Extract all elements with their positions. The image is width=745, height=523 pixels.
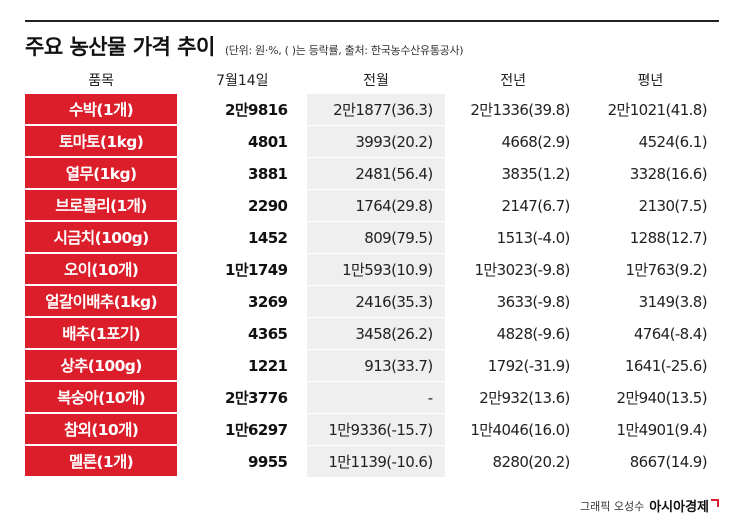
cell-prev-year: 1만3023(-9.8) <box>444 254 582 286</box>
table-row: 멜론(1개) 9955 1만1139(-10.6) 8280(20.2) 8667(14… <box>25 446 719 478</box>
cell-prev-year: 2만932(13.6) <box>444 382 582 414</box>
table-row: 참외(10개) 1만6297 1만9336(-15.7) 1만4046(16.0) 1만… <box>25 414 719 446</box>
cell-prev-month: 3993(20.2) <box>307 126 445 158</box>
credit: 그래픽 오성수 아시아경제 <box>580 496 719 515</box>
cell-item: 브로콜리(1개) <box>25 190 178 222</box>
cell-normal-year: 2만1021(41.8) <box>581 94 719 126</box>
header: 주요 농산물 가격 추이 (단위: 원·%, ( )는 등락률, 출처: 한국농… <box>25 31 464 61</box>
cell-item: 상추(100g) <box>25 350 178 382</box>
price-table: 품목 7월14일 전월 전년 평년 수박(1개) 2만9816 2만1877(36.… <box>25 66 719 478</box>
cell-item: 배추(1포기) <box>25 318 178 350</box>
cell-prev-month: - <box>307 382 445 414</box>
cell-current: 3881 <box>177 158 308 190</box>
cell-current: 4365 <box>177 318 308 350</box>
cell-prev-year: 1만4046(16.0) <box>444 414 582 446</box>
cell-item: 열무(1kg) <box>25 158 178 190</box>
cell-prev-year: 4828(-9.6) <box>444 318 582 350</box>
cell-prev-year: 2만1336(39.8) <box>444 94 582 126</box>
cell-prev-month: 2416(35.3) <box>307 286 445 318</box>
table-row: 열무(1kg) 3881 2481(56.4) 3835(1.2) 3328(16.6) <box>25 158 719 190</box>
page-subtitle: (단위: 원·%, ( )는 등락률, 출처: 한국농수산유통공사) <box>224 44 464 57</box>
cell-prev-month: 913(33.7) <box>307 350 445 382</box>
cell-normal-year: 8667(14.9) <box>581 446 719 478</box>
cell-normal-year: 3328(16.6) <box>581 158 719 190</box>
cell-normal-year: 4764(-8.4) <box>581 318 719 350</box>
table-body: 수박(1개) 2만9816 2만1877(36.3) 2만1336(39.8) 2만10… <box>25 94 719 478</box>
cell-item: 수박(1개) <box>25 94 178 126</box>
cell-current: 9955 <box>177 446 308 478</box>
cell-item: 복숭아(10개) <box>25 382 178 414</box>
cell-prev-year: 1513(-4.0) <box>444 222 582 254</box>
cell-prev-month: 3458(26.2) <box>307 318 445 350</box>
credit-text: 그래픽 오성수 <box>579 499 645 513</box>
cell-current: 3269 <box>177 286 308 318</box>
cell-prev-year: 3835(1.2) <box>444 158 582 190</box>
table-row: 상추(100g) 1221 913(33.7) 1792(-31.9) 1641(-25… <box>25 350 719 382</box>
cell-prev-year: 4668(2.9) <box>444 126 582 158</box>
cell-current: 1만1749 <box>177 254 308 286</box>
cell-prev-month: 1만9336(-15.7) <box>307 414 445 446</box>
table-row: 브로콜리(1개) 2290 1764(29.8) 2147(6.7) 2130(7.5) <box>25 190 719 222</box>
table-row: 수박(1개) 2만9816 2만1877(36.3) 2만1336(39.8) 2만10… <box>25 94 719 126</box>
cell-prev-month: 1만593(10.9) <box>307 254 445 286</box>
column-header-prev-year: 전년 <box>500 73 527 89</box>
cell-current: 2만3776 <box>177 382 308 414</box>
cell-normal-year: 2만940(13.5) <box>581 382 719 414</box>
cell-item: 시금치(100g) <box>25 222 178 254</box>
cell-prev-year: 8280(20.2) <box>444 446 582 478</box>
cell-current: 1221 <box>177 350 308 382</box>
column-header-item: 품목 <box>88 73 114 89</box>
cell-item: 참외(10개) <box>25 414 178 446</box>
table-header: 품목 7월14일 전월 전년 평년 <box>25 66 719 94</box>
cell-prev-month: 1764(29.8) <box>307 190 445 222</box>
column-header-prev-month: 전월 <box>363 73 389 89</box>
table-row: 토마토(1kg) 4801 3993(20.2) 4668(2.9) 4524(6.1) <box>25 126 719 158</box>
cell-prev-month: 2481(56.4) <box>307 158 445 190</box>
cell-current: 1452 <box>177 222 308 254</box>
brand-name: 아시아경제 <box>649 500 709 515</box>
cell-prev-month: 809(79.5) <box>307 222 445 254</box>
table-row: 시금치(100g) 1452 809(79.5) 1513(-4.0) 1288(12.… <box>25 222 719 254</box>
brand-mark-icon <box>711 498 719 507</box>
cell-current: 2290 <box>177 190 308 222</box>
cell-item: 오이(10개) <box>25 254 178 286</box>
column-header-normal-year: 평년 <box>637 73 664 89</box>
cell-item: 토마토(1kg) <box>25 126 178 158</box>
table-row: 얼갈이배추(1kg) 3269 2416(35.3) 3633(-9.8) 3149(3… <box>25 286 719 318</box>
cell-prev-month: 1만1139(-10.6) <box>307 446 445 478</box>
cell-prev-year: 1792(-31.9) <box>444 350 582 382</box>
header-row: 품목 7월14일 전월 전년 평년 <box>25 66 719 94</box>
page-title: 주요 농산물 가격 추이 <box>25 35 215 59</box>
table-row: 배추(1포기) 4365 3458(26.2) 4828(-9.6) 4764(-8.4… <box>25 318 719 350</box>
cell-item: 얼갈이배추(1kg) <box>25 286 178 318</box>
table-row: 오이(10개) 1만1749 1만593(10.9) 1만3023(-9.8) 1만76… <box>25 254 719 286</box>
cell-prev-year: 2147(6.7) <box>444 190 582 222</box>
top-rule <box>25 20 719 22</box>
cell-normal-year: 1만4901(9.4) <box>581 414 719 446</box>
cell-normal-year: 3149(3.8) <box>581 286 719 318</box>
cell-prev-month: 2만1877(36.3) <box>307 94 445 126</box>
cell-normal-year: 1288(12.7) <box>581 222 719 254</box>
cell-current: 4801 <box>177 126 308 158</box>
cell-current: 1만6297 <box>177 414 308 446</box>
cell-current: 2만9816 <box>177 94 308 126</box>
table-row: 복숭아(10개) 2만3776-2만932(13.6) 2만940(13.5) <box>25 382 719 414</box>
column-header-current: 7월14일 <box>216 73 269 89</box>
cell-normal-year: 1641(-25.6) <box>581 350 719 382</box>
cell-normal-year: 4524(6.1) <box>581 126 719 158</box>
cell-normal-year: 2130(7.5) <box>581 190 719 222</box>
cell-normal-year: 1만763(9.2) <box>581 254 719 286</box>
cell-prev-year: 3633(-9.8) <box>444 286 582 318</box>
cell-item: 멜론(1개) <box>25 446 178 478</box>
